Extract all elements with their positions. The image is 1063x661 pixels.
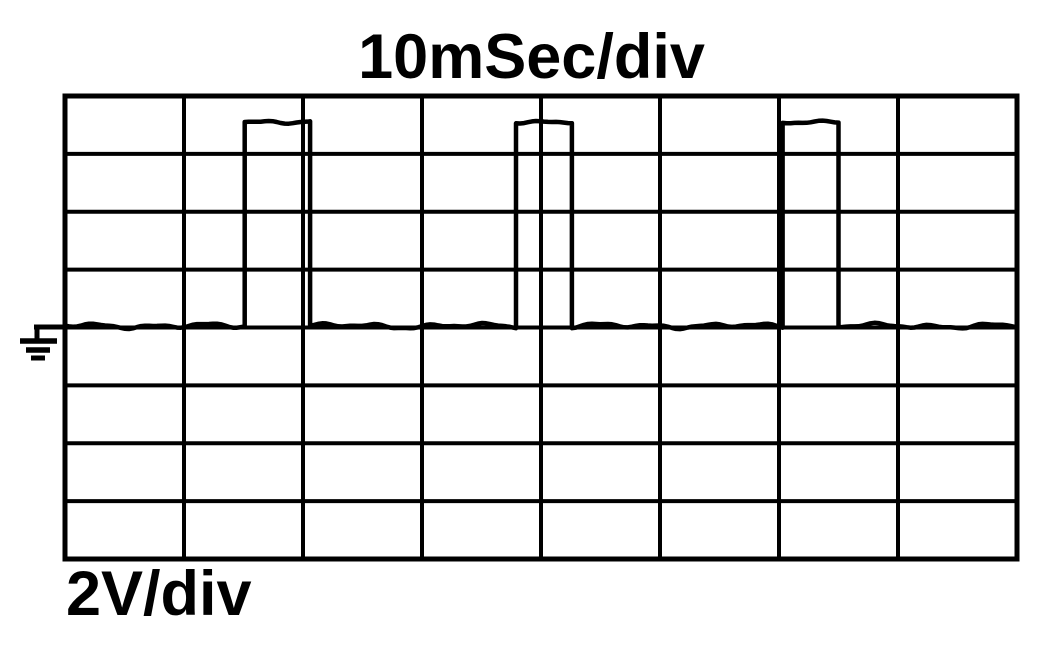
graticule-grid <box>62 93 1020 562</box>
waveform-trace <box>64 118 1018 332</box>
time-per-div-title: 10mSec/div <box>358 22 705 92</box>
ground-reference-icon <box>20 324 70 361</box>
volts-per-div-label: 2V/div <box>66 559 252 629</box>
